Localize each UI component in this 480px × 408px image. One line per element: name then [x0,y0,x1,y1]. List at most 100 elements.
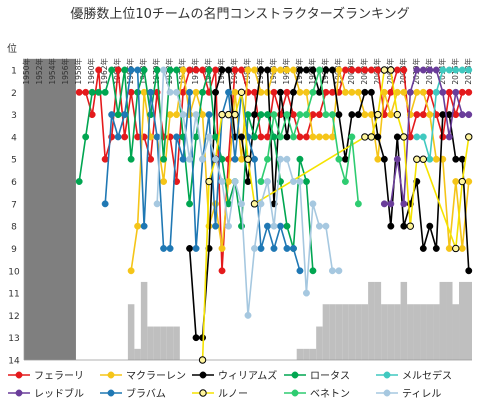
data-point [458,111,466,119]
data-point [361,111,369,119]
y-tick-label: 12 [8,312,19,322]
data-point [406,88,414,96]
field-size-bar [335,304,343,360]
data-point [153,200,161,208]
data-point [134,66,142,74]
legend-marker [15,371,23,379]
data-point [439,133,447,141]
data-point [212,155,219,163]
data-point [95,66,103,74]
field-size-bar [153,326,161,360]
legend-marker [15,389,23,397]
field-size-bar [166,326,174,360]
data-point [309,66,317,74]
field-size-bar [426,304,434,360]
data-point [413,88,421,96]
field-size-bar [316,326,323,360]
data-point [335,66,343,74]
data-point [296,267,304,275]
data-point [205,111,213,119]
data-point [244,311,252,319]
data-point [218,110,226,119]
field-size-bar [160,326,167,360]
y-tick-label: 13 [8,334,19,344]
y-tick-label: 6 [11,178,17,188]
data-point [114,133,122,141]
data-point [367,66,375,74]
field-size-bar [439,281,447,360]
data-point [413,66,421,74]
data-point [393,66,401,74]
data-point [179,66,187,74]
series-line [260,69,360,204]
data-point [257,133,265,141]
x-tick-label: 1956年 [60,58,70,85]
data-point [140,66,148,74]
data-point [277,66,284,74]
data-point [121,133,129,141]
data-point [75,178,83,185]
data-point [134,88,142,96]
data-point [212,88,219,96]
data-point [413,133,421,141]
data-point [101,155,109,163]
data-point [309,267,317,275]
data-point [231,88,239,96]
y-tick-label: 9 [11,245,17,255]
data-point [283,88,291,96]
data-point [335,267,343,275]
data-point [95,88,103,96]
data-point [289,66,297,74]
data-point [238,222,245,230]
data-point [231,155,239,163]
data-point [445,88,453,96]
data-point [153,133,161,141]
legend-marker [291,371,299,379]
data-point [315,222,323,230]
x-tick-label: 1950年 [21,58,31,85]
data-point [134,222,142,230]
data-point [166,66,174,74]
data-point [400,222,408,230]
data-point [296,133,304,141]
data-point [231,110,239,119]
data-point [465,88,473,96]
data-point [426,66,434,74]
data-point [199,66,207,74]
data-point [101,88,109,96]
data-point [354,66,362,74]
data-point [419,111,427,119]
data-point [153,66,161,74]
data-point [192,66,200,74]
data-point [277,88,284,96]
data-point [147,155,155,163]
data-point [458,66,466,74]
data-point [432,88,440,96]
data-point [348,133,356,141]
data-point [465,178,473,185]
data-point [458,177,466,186]
data-point [289,178,297,185]
data-point [348,88,356,96]
data-point [328,111,336,119]
data-point [289,245,297,252]
data-point [302,289,310,297]
y-tick-label: 8 [11,223,17,233]
data-point [374,133,382,141]
data-point [419,66,427,74]
data-point [186,155,194,163]
data-point [251,133,258,141]
data-point [166,88,174,96]
data-point [445,245,453,252]
data-point [452,155,460,163]
data-point [264,222,271,230]
data-point [251,245,258,252]
data-point [277,222,284,230]
data-point [251,66,258,74]
data-point [400,200,408,208]
data-point [270,111,278,119]
data-point [192,88,200,96]
